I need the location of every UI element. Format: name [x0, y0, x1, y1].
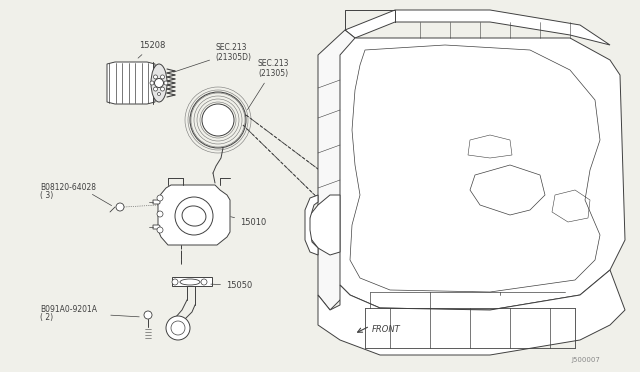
Polygon shape — [153, 200, 160, 204]
Circle shape — [201, 279, 207, 285]
Circle shape — [164, 81, 168, 85]
Text: ( 2): ( 2) — [40, 313, 53, 322]
Circle shape — [154, 87, 157, 91]
Polygon shape — [158, 185, 230, 245]
Circle shape — [157, 195, 163, 201]
Text: 15010: 15010 — [230, 217, 266, 227]
Polygon shape — [318, 30, 355, 310]
Circle shape — [202, 104, 234, 136]
Polygon shape — [107, 62, 155, 104]
Text: B091A0-9201A: B091A0-9201A — [40, 305, 97, 314]
Circle shape — [154, 78, 163, 87]
Text: FRONT: FRONT — [372, 326, 401, 334]
Circle shape — [150, 81, 154, 85]
Polygon shape — [308, 195, 340, 255]
Ellipse shape — [151, 64, 167, 102]
Text: SEC.213
(21305D): SEC.213 (21305D) — [173, 43, 251, 72]
Circle shape — [144, 311, 152, 319]
Polygon shape — [153, 225, 160, 229]
Text: 15208: 15208 — [138, 41, 165, 58]
Ellipse shape — [182, 206, 206, 226]
Polygon shape — [345, 10, 610, 45]
Circle shape — [166, 316, 190, 340]
Polygon shape — [172, 277, 212, 286]
Text: J500007: J500007 — [571, 357, 600, 363]
Text: B08120-64028: B08120-64028 — [40, 183, 96, 192]
Text: SEC.213
(21305): SEC.213 (21305) — [248, 59, 289, 110]
Polygon shape — [318, 270, 625, 355]
Circle shape — [161, 87, 164, 91]
Circle shape — [157, 93, 161, 96]
Text: 15050: 15050 — [211, 281, 252, 290]
Circle shape — [157, 211, 163, 217]
Polygon shape — [305, 195, 318, 255]
Circle shape — [161, 75, 164, 79]
Text: ( 3): ( 3) — [40, 191, 53, 200]
Polygon shape — [340, 38, 625, 310]
Circle shape — [154, 75, 157, 79]
Circle shape — [172, 279, 178, 285]
Circle shape — [116, 203, 124, 211]
Circle shape — [157, 227, 163, 233]
